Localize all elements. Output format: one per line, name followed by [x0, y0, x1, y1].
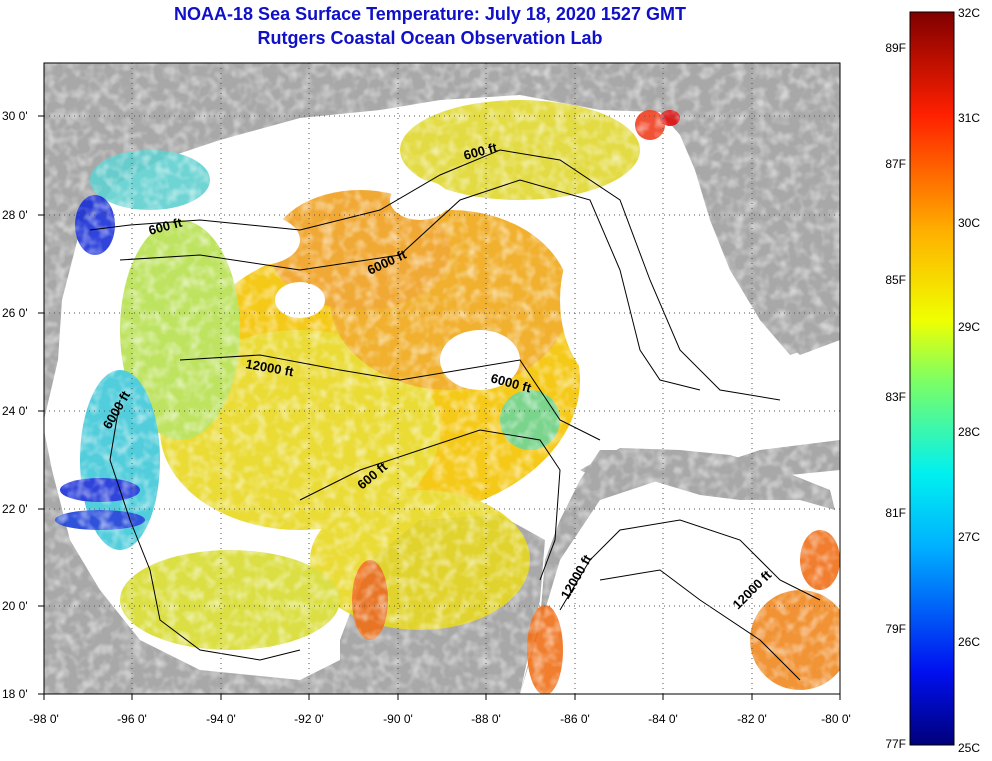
cbar-label-c: 26C	[958, 635, 980, 649]
cbar-label-f: 85F	[885, 273, 906, 287]
latitude-axis: 30 0' 28 0' 26 0' 24 0' 22 0' 20 0' 18 0…	[2, 109, 28, 701]
cbar-label-c: 28C	[958, 425, 980, 439]
lon-label: -92 0'	[294, 712, 324, 726]
lat-label: 30 0'	[2, 109, 28, 123]
colorbar-celsius-labels: 32C 31C 30C 29C 28C 27C 26C 25C	[958, 6, 980, 755]
cbar-label-f: 89F	[885, 41, 906, 55]
lon-label: -84 0'	[648, 712, 678, 726]
lon-label: -90 0'	[383, 712, 413, 726]
cbar-label-f: 83F	[885, 390, 906, 404]
lat-label: 24 0'	[2, 404, 28, 418]
map-frame	[43, 62, 841, 695]
contour-6000ft	[119, 179, 701, 391]
lon-label: -94 0'	[206, 712, 236, 726]
cbar-label-f: 77F	[885, 737, 906, 751]
cbar-label-f: 81F	[885, 506, 906, 520]
lat-label: 26 0'	[2, 306, 28, 320]
lon-label: -96 0'	[117, 712, 147, 726]
map-subtitle: Rutgers Coastal Ocean Observation Lab	[257, 28, 603, 48]
lon-label: -88 0'	[471, 712, 501, 726]
lon-label: -98 0'	[29, 712, 59, 726]
contour-600ft-south	[299, 429, 561, 581]
lat-label: 20 0'	[2, 599, 28, 613]
cbar-label-f: 79F	[885, 622, 906, 636]
contour-12000ft	[179, 354, 601, 441]
lon-label: -86 0'	[560, 712, 590, 726]
colorbar-fahrenheit-labels: 89F 87F 85F 83F 81F 79F 77F	[885, 41, 906, 751]
colorbar	[909, 11, 955, 746]
cbar-label-c: 30C	[958, 216, 980, 230]
lon-label: -82 0'	[737, 712, 767, 726]
cbar-label-c: 31C	[958, 111, 980, 125]
cbar-label-c: 25C	[958, 741, 980, 755]
cloud-speckle	[44, 63, 840, 694]
cbar-label-c: 29C	[958, 320, 980, 334]
cbar-label-c: 27C	[958, 530, 980, 544]
cbar-label-f: 87F	[885, 157, 906, 171]
contour-600ft	[89, 149, 781, 401]
frame-ticks	[38, 115, 841, 700]
longitude-axis: -98 0' -96 0' -94 0' -92 0' -90 0' -88 0…	[29, 712, 851, 726]
lat-label: 28 0'	[2, 208, 28, 222]
contour-caribbean	[599, 569, 801, 681]
lon-label: -80 0'	[821, 712, 851, 726]
lat-label: 18 0'	[2, 687, 28, 701]
bathymetry-contours	[89, 149, 821, 681]
contour-6000ft-west	[109, 399, 301, 661]
lat-label: 22 0'	[2, 502, 28, 516]
map-title: NOAA-18 Sea Surface Temperature: July 18…	[174, 4, 686, 24]
graticule	[44, 63, 840, 694]
cbar-label-c: 32C	[958, 6, 980, 20]
contour-12000ft-south	[559, 519, 821, 611]
